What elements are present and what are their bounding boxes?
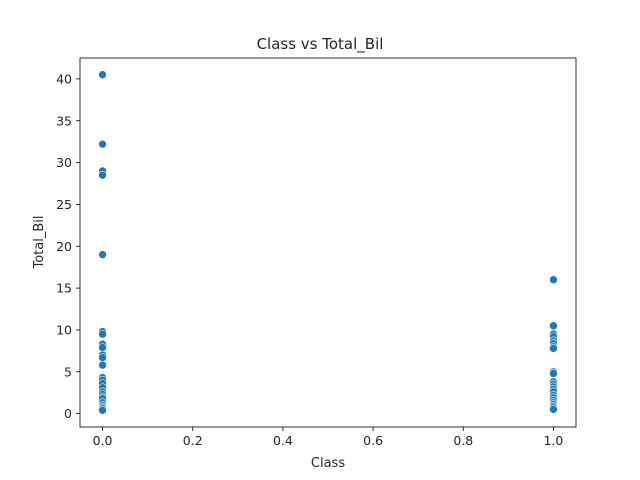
x-axis-label: Class — [311, 456, 345, 471]
data-point — [98, 170, 107, 180]
x-tick-label: 0.8 — [453, 433, 473, 448]
x-tick-label: 0.2 — [183, 433, 203, 448]
x-tick-label: 0.4 — [273, 433, 293, 448]
y-tick-label: 15 — [56, 281, 72, 296]
data-point — [98, 329, 107, 339]
y-tick-label: 20 — [56, 239, 72, 254]
data-point — [549, 405, 558, 414]
y-tick-label: 40 — [56, 71, 72, 86]
x-tick-label: 1.0 — [544, 433, 564, 448]
y-axis-label: Total_Bil — [32, 215, 47, 269]
points-layer — [98, 70, 558, 415]
data-point — [98, 250, 107, 259]
data-point — [98, 405, 107, 415]
y-tick-label: 35 — [56, 113, 72, 128]
y-axis-ticks: 0 5 10 15 20 25 30 35 40 — [56, 71, 80, 421]
chart-title: Class vs Total_Bil — [257, 35, 384, 54]
data-point — [549, 321, 558, 331]
data-point — [98, 70, 107, 80]
data-point — [549, 369, 558, 378]
data-point — [98, 139, 107, 149]
y-tick-label: 5 — [64, 364, 72, 379]
x-tick-label: 0.6 — [363, 433, 383, 448]
data-point — [549, 275, 558, 285]
y-tick-label: 25 — [56, 197, 72, 212]
x-tick-label: 0.0 — [93, 433, 113, 448]
y-tick-label: 0 — [64, 406, 72, 421]
data-point — [98, 353, 107, 362]
y-tick-label: 30 — [56, 155, 72, 170]
y-tick-label: 10 — [56, 322, 72, 337]
x-axis-ticks: 0.0 0.2 0.4 0.6 0.8 1.0 — [93, 427, 564, 448]
data-point — [549, 344, 558, 353]
data-point — [98, 343, 107, 352]
plot-frame — [79, 57, 577, 428]
data-point — [98, 360, 107, 370]
